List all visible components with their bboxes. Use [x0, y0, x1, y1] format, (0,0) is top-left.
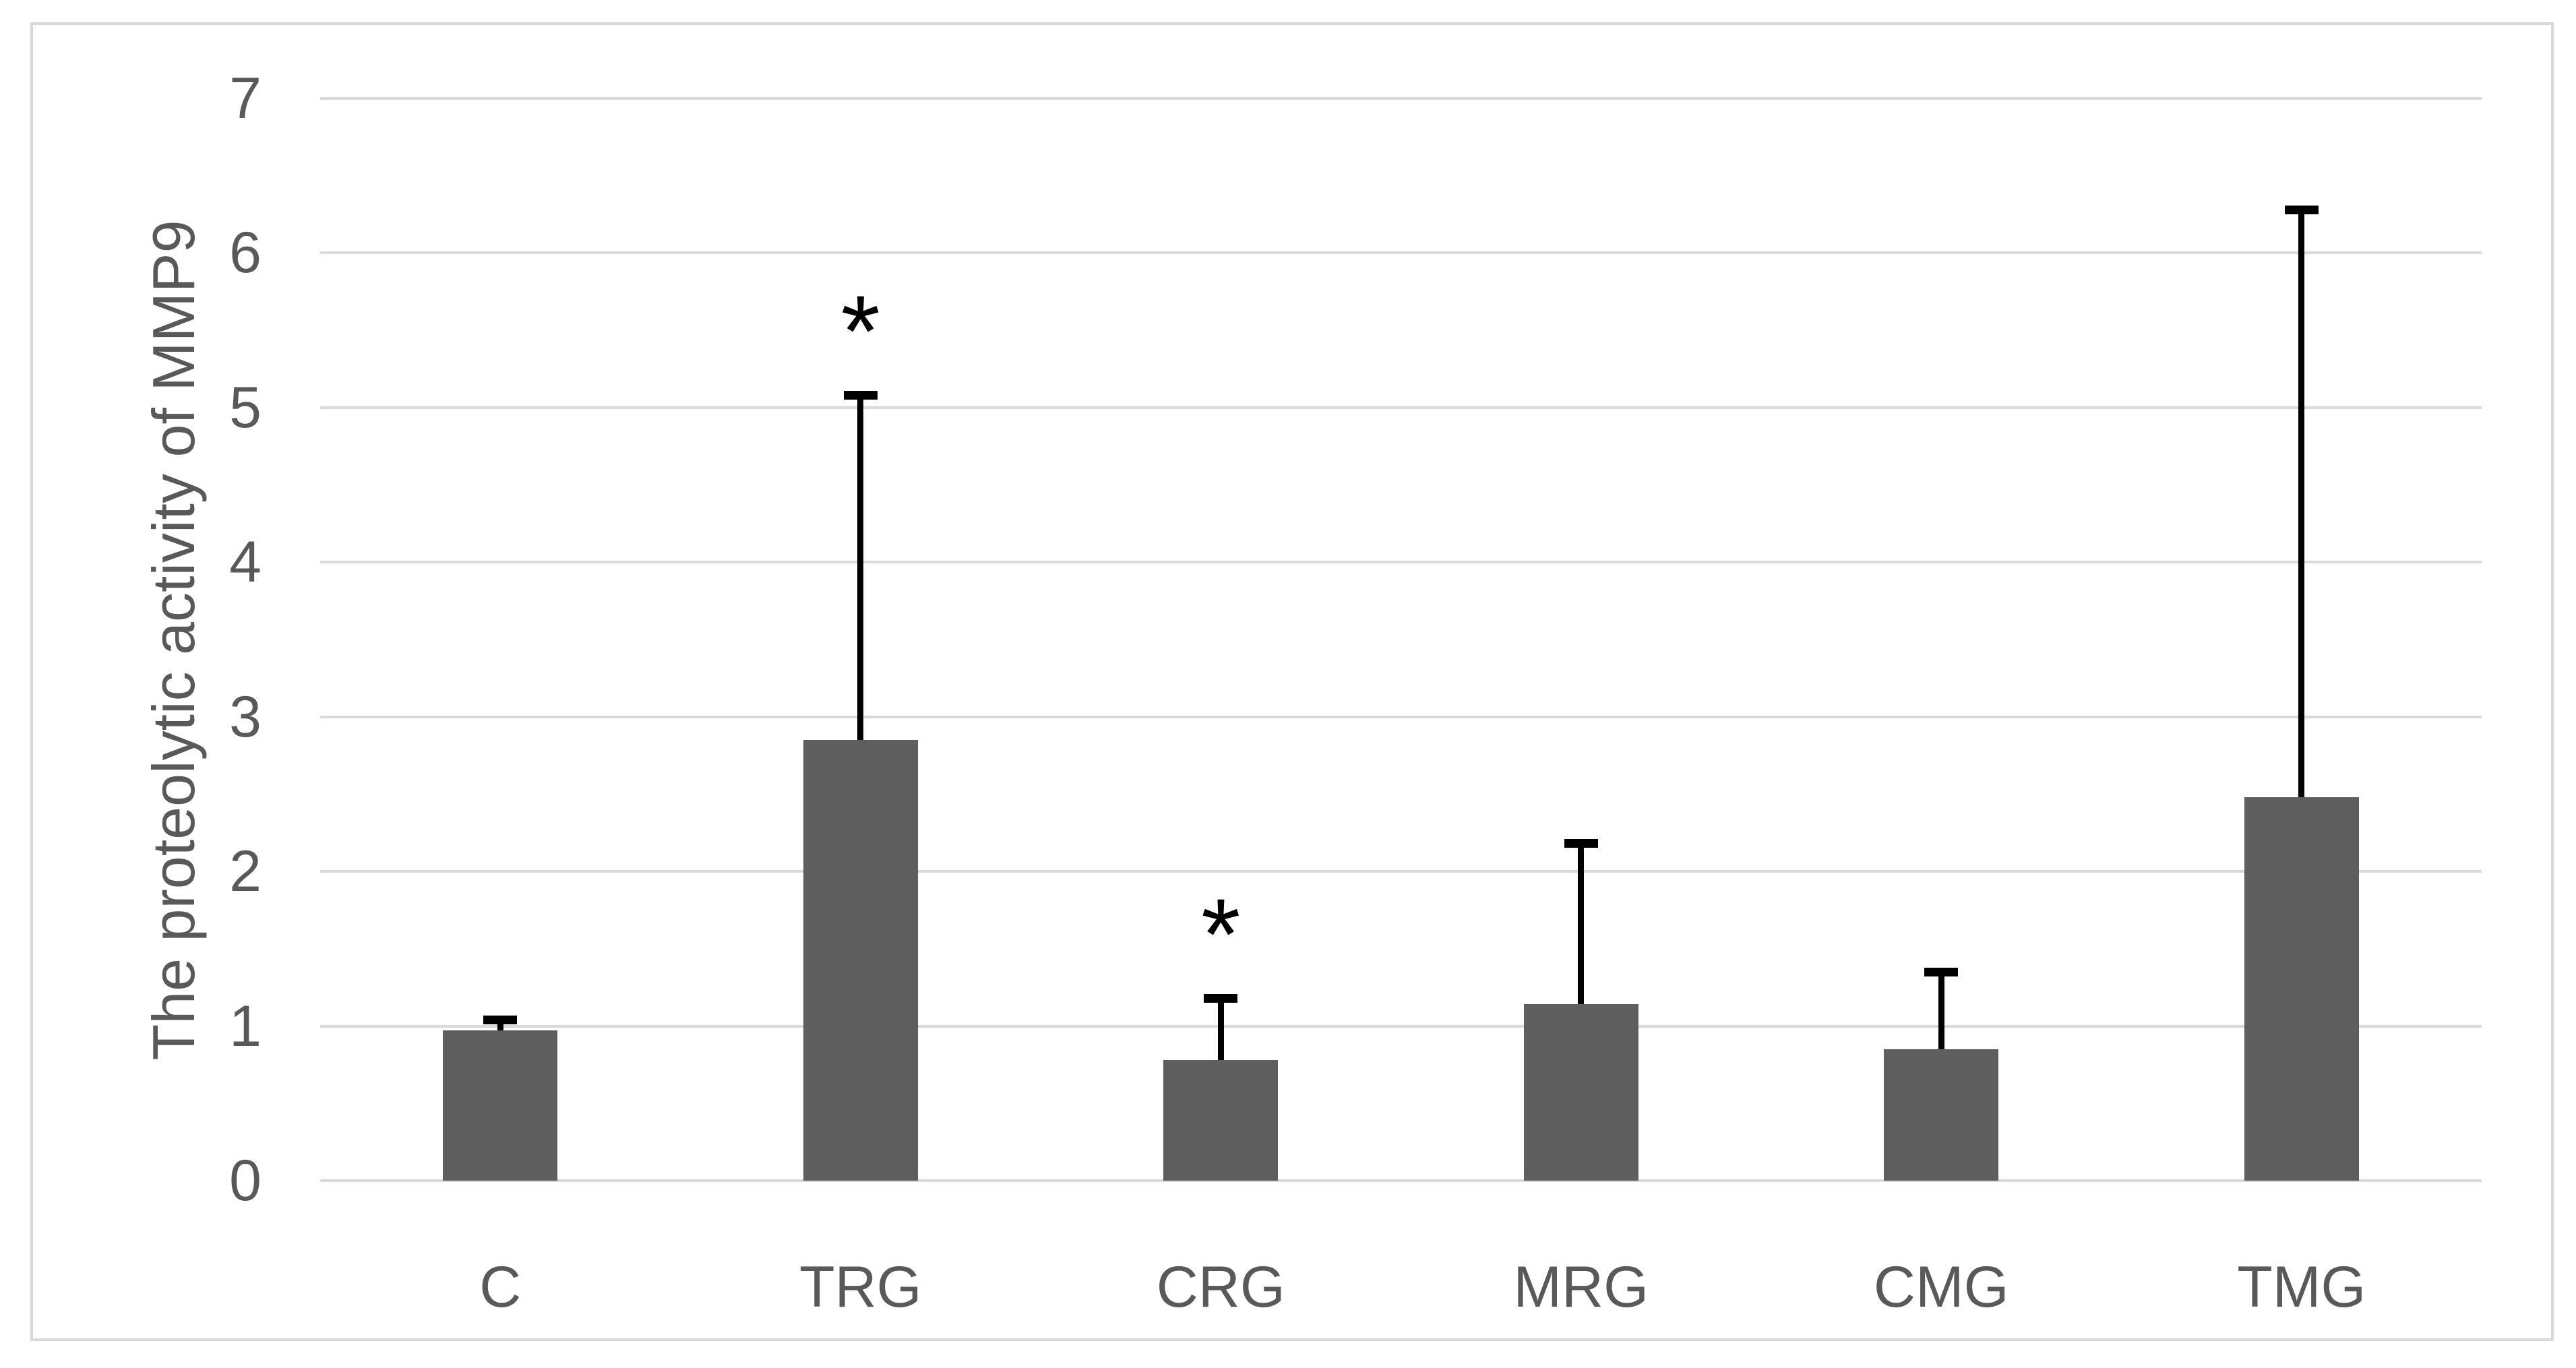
y-axis-title: The proteolytic activity of MMP9: [140, 220, 207, 1061]
error-bar-cap-CRG: [1204, 993, 1238, 1003]
bar-C: [443, 1030, 558, 1181]
error-bar-stem-MRG: [1578, 843, 1585, 1005]
x-label-MRG: MRG: [1513, 1255, 1649, 1319]
error-bar-stem-TRG: [857, 395, 864, 741]
error-bar-stem-C: [497, 1020, 503, 1031]
y-tick-label-7: 7: [229, 65, 262, 131]
x-label-TMG: TMG: [2237, 1255, 2366, 1319]
gridline-1: [320, 1024, 2482, 1028]
error-bar-cap-MRG: [1564, 839, 1598, 848]
y-tick-label-1: 1: [229, 993, 262, 1059]
error-bar-cap-TMG: [2284, 205, 2319, 214]
x-label-TRG: TRG: [799, 1255, 922, 1319]
y-tick-label-4: 4: [229, 530, 262, 595]
gridline-5: [320, 406, 2482, 409]
error-bar-cap-CMG: [1924, 967, 1959, 976]
x-label-CRG: CRG: [1156, 1255, 1285, 1319]
y-tick-label-2: 2: [229, 839, 262, 904]
bar-CRG: [1163, 1060, 1279, 1181]
y-tick-label-0: 0: [229, 1148, 262, 1213]
gridline-7: [320, 96, 2482, 100]
gridline-2: [320, 870, 2482, 873]
gridline-3: [320, 715, 2482, 718]
gridline-0: [320, 1179, 2482, 1182]
error-bar-cap-C: [483, 1015, 518, 1024]
y-tick-label-3: 3: [229, 684, 262, 749]
bar-CMG: [1884, 1049, 1999, 1181]
bar-TMG: [2244, 797, 2359, 1181]
y-tick-label-5: 5: [229, 375, 262, 440]
error-bar-stem-TMG: [2298, 210, 2305, 797]
x-label-C: C: [479, 1255, 522, 1319]
significance-asterisk-TRG: *: [840, 274, 880, 388]
y-tick-label-6: 6: [229, 220, 262, 286]
error-bar-stem-CMG: [1938, 972, 1944, 1049]
error-bar-stem-CRG: [1217, 998, 1224, 1061]
chart-plot-border: [30, 22, 2554, 1341]
error-bar-cap-TRG: [843, 390, 878, 400]
gridline-4: [320, 561, 2482, 564]
bar-TRG: [803, 740, 918, 1181]
significance-asterisk-CRG: *: [1201, 877, 1241, 991]
gridline-6: [320, 251, 2482, 255]
bar-MRG: [1523, 1004, 1638, 1181]
x-label-CMG: CMG: [1873, 1255, 2009, 1319]
